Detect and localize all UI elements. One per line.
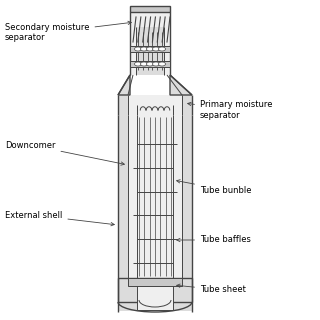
Bar [128, 95, 182, 115]
Bar [130, 61, 170, 67]
Bar [136, 27, 164, 75]
Ellipse shape [140, 62, 148, 66]
Polygon shape [118, 75, 130, 95]
Ellipse shape [153, 47, 159, 51]
Bar [130, 12, 170, 75]
Ellipse shape [134, 62, 141, 66]
Bar [118, 115, 192, 278]
Text: Secondary moisture
separator: Secondary moisture separator [5, 21, 131, 43]
Bar [137, 115, 173, 278]
Bar [130, 46, 170, 52]
Text: Tube sheet: Tube sheet [177, 284, 246, 294]
Ellipse shape [158, 47, 165, 51]
Bar [182, 115, 192, 278]
Bar [128, 278, 182, 286]
Ellipse shape [134, 47, 141, 51]
Text: Tube baffles: Tube baffles [177, 236, 251, 244]
Text: External shell: External shell [5, 211, 114, 226]
Polygon shape [118, 302, 192, 311]
Ellipse shape [153, 62, 159, 66]
Ellipse shape [147, 47, 154, 51]
Text: Tube bunble: Tube bunble [177, 180, 252, 195]
Bar [118, 278, 192, 302]
Bar [118, 115, 128, 278]
Ellipse shape [147, 62, 154, 66]
Bar [130, 6, 170, 12]
Bar [137, 282, 173, 310]
Ellipse shape [140, 47, 148, 51]
Polygon shape [170, 75, 192, 95]
Text: Primary moisture
separator: Primary moisture separator [188, 100, 273, 120]
Text: Downcomer: Downcomer [5, 140, 124, 165]
Bar [118, 95, 192, 115]
Ellipse shape [158, 62, 165, 66]
